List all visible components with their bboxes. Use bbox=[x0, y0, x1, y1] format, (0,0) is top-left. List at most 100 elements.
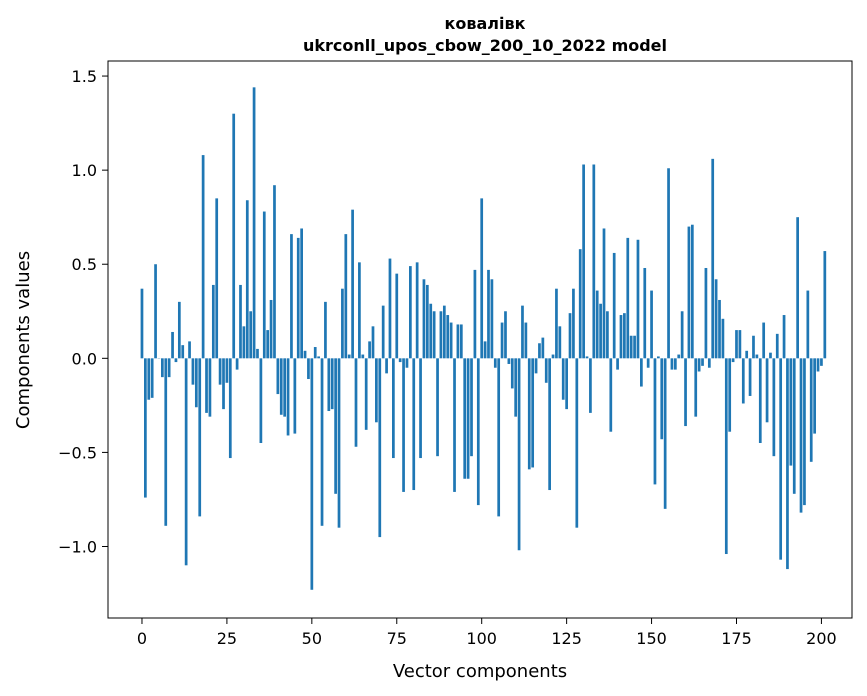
bar-2 bbox=[147, 358, 151, 400]
bar-54 bbox=[324, 301, 327, 359]
bar-50 bbox=[310, 358, 314, 590]
bar-113 bbox=[524, 322, 528, 359]
bar-180 bbox=[752, 335, 755, 359]
bars-group bbox=[140, 87, 827, 590]
bar-126 bbox=[568, 313, 572, 359]
bar-184 bbox=[765, 358, 769, 423]
bar-62 bbox=[351, 209, 354, 359]
bar-162 bbox=[690, 224, 694, 359]
bar-83 bbox=[422, 279, 426, 359]
bar-79 bbox=[409, 266, 412, 359]
bar-112 bbox=[521, 305, 524, 359]
bar-93 bbox=[456, 324, 460, 359]
bar-163 bbox=[694, 358, 698, 417]
bar-102 bbox=[487, 269, 490, 359]
bar-151 bbox=[653, 358, 657, 485]
bar-168 bbox=[711, 158, 715, 359]
bar-6 bbox=[161, 358, 164, 378]
bar-153 bbox=[660, 358, 664, 440]
bar-103 bbox=[490, 279, 494, 359]
bar-178 bbox=[745, 350, 749, 359]
bar-13 bbox=[184, 358, 188, 566]
bar-99 bbox=[476, 358, 480, 506]
bar-186 bbox=[772, 358, 776, 457]
bar-88 bbox=[439, 311, 443, 359]
bar-130 bbox=[582, 164, 585, 359]
bar-56 bbox=[330, 358, 334, 410]
bar-73 bbox=[388, 258, 392, 359]
bar-91 bbox=[449, 322, 453, 359]
bar-95 bbox=[463, 358, 467, 479]
bar-89 bbox=[442, 305, 446, 359]
bar-152 bbox=[657, 356, 660, 359]
y-tick-label: −0.5 bbox=[58, 443, 97, 462]
bar-191 bbox=[789, 358, 793, 466]
bar-114 bbox=[527, 358, 531, 470]
y-tick-label: 0.5 bbox=[72, 255, 97, 274]
bar-172 bbox=[724, 358, 728, 555]
bar-147 bbox=[640, 358, 643, 387]
bar-125 bbox=[565, 358, 568, 410]
bar-48 bbox=[303, 350, 307, 359]
bar-128 bbox=[575, 358, 579, 528]
bar-161 bbox=[687, 226, 691, 359]
bar-105 bbox=[497, 358, 501, 517]
bar-185 bbox=[769, 352, 772, 359]
bar-19 bbox=[205, 358, 208, 413]
bar-69 bbox=[375, 358, 378, 423]
bar-26 bbox=[228, 358, 232, 459]
bar-1 bbox=[144, 358, 147, 498]
bar-148 bbox=[643, 267, 647, 359]
bar-40 bbox=[276, 358, 280, 395]
bar-12 bbox=[181, 345, 185, 359]
bar-193 bbox=[796, 217, 799, 359]
bar-159 bbox=[680, 311, 684, 359]
bar-53 bbox=[320, 358, 324, 526]
bar-175 bbox=[735, 330, 738, 359]
bar-76 bbox=[398, 358, 402, 363]
bar-9 bbox=[171, 331, 174, 359]
bar-60 bbox=[344, 234, 348, 359]
x-tick-label: 100 bbox=[466, 629, 497, 648]
bar-115 bbox=[531, 358, 535, 468]
bar-129 bbox=[578, 249, 582, 359]
bar-182 bbox=[758, 358, 762, 443]
x-tick-label: 200 bbox=[806, 629, 837, 648]
bar-174 bbox=[731, 358, 735, 363]
bar-194 bbox=[799, 358, 803, 513]
bar-80 bbox=[412, 358, 416, 491]
bar-21 bbox=[211, 284, 215, 359]
bar-47 bbox=[300, 228, 303, 359]
bar-167 bbox=[707, 358, 711, 368]
bar-45 bbox=[293, 358, 297, 434]
bar-109 bbox=[510, 358, 514, 389]
bar-146 bbox=[636, 239, 640, 359]
bar-165 bbox=[701, 358, 704, 366]
bar-143 bbox=[626, 237, 630, 359]
y-tick-label: 1.0 bbox=[72, 161, 97, 180]
bar-20 bbox=[208, 358, 212, 417]
bar-15 bbox=[191, 358, 195, 385]
bar-141 bbox=[619, 315, 623, 359]
bar-63 bbox=[354, 358, 358, 447]
bar-131 bbox=[585, 356, 589, 359]
bar-84 bbox=[425, 284, 429, 359]
bar-96 bbox=[466, 358, 470, 479]
bar-160 bbox=[684, 358, 687, 427]
bar-145 bbox=[633, 335, 636, 359]
y-axis-label: Components values bbox=[13, 251, 34, 429]
x-tick-label: 125 bbox=[551, 629, 582, 648]
bar-17 bbox=[198, 358, 202, 517]
bar-134 bbox=[595, 290, 599, 359]
x-axis-ticks: 0 25 50 75 100 125 150 175 200 bbox=[137, 618, 837, 648]
bar-108 bbox=[507, 358, 511, 364]
bar-23 bbox=[218, 358, 222, 385]
bar-164 bbox=[697, 358, 701, 372]
bar-97 bbox=[470, 358, 473, 457]
bar-195 bbox=[803, 358, 806, 506]
bar-137 bbox=[606, 311, 609, 359]
x-tick-label: 50 bbox=[302, 629, 322, 648]
bar-46 bbox=[296, 237, 300, 359]
bar-72 bbox=[385, 358, 388, 374]
chart-title-line-2: ukrconll_upos_cbow_200_10_2022 model bbox=[303, 36, 667, 55]
